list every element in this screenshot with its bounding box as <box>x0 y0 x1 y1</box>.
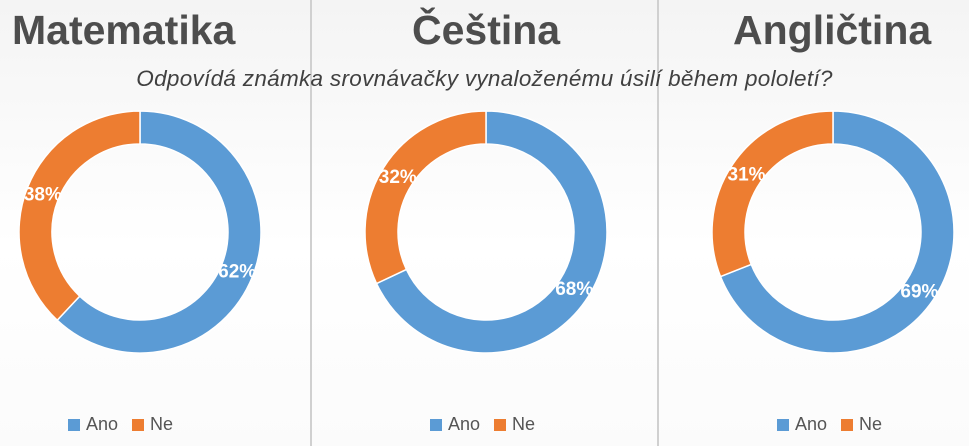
legend-swatch-ano <box>430 418 442 431</box>
chart-title-cestina: Čeština <box>412 7 561 53</box>
donut-slice-ne-1 <box>364 110 487 285</box>
donut-slice-ano-2 <box>719 110 955 354</box>
data-label-ano-0: 62% <box>218 261 256 282</box>
chart-title-matematika: Matematika <box>12 7 236 53</box>
legend-swatch-ne <box>494 418 507 431</box>
legend-label-ano: Ano <box>86 414 119 434</box>
legend-item-ne: Ne <box>841 414 882 435</box>
legend: Ano Ne <box>430 414 535 435</box>
legend: Ano Ne <box>777 414 882 435</box>
legend-label-ano: Ano <box>795 414 828 434</box>
data-label-ne-2: 31% <box>728 164 766 185</box>
legend-item-ano: Ano <box>430 414 480 435</box>
chart-panel-anglictina: Ano Ne <box>659 0 969 446</box>
donut-slice-ne-2 <box>711 110 834 278</box>
legend-label-ne: Ne <box>859 414 883 434</box>
legend-swatch-ne <box>132 418 145 431</box>
donut-slice-ano-1 <box>375 110 608 354</box>
legend-swatch-ano <box>68 418 80 431</box>
chart-subtitle: Odpovídá známka srovnávačky vynaloženému… <box>136 66 833 91</box>
chart-title-anglictina: Angličtina <box>733 7 932 53</box>
legend-label-ne: Ne <box>150 414 174 434</box>
legend-label-ne: Ne <box>512 414 536 434</box>
legend-label-ano: Ano <box>448 414 481 434</box>
legend-item-ano: Ano <box>68 414 118 435</box>
legend-item-ne: Ne <box>494 414 535 435</box>
legend-swatch-ano <box>777 418 789 431</box>
legend-item-ne: Ne <box>132 414 173 435</box>
legend-swatch-ne <box>841 418 854 431</box>
data-label-ne-0: 38% <box>24 185 62 206</box>
data-label-ano-2: 69% <box>900 282 938 303</box>
legend-item-ano: Ano <box>777 414 827 435</box>
data-label-ano-1: 68% <box>555 279 593 300</box>
data-label-ne-1: 32% <box>379 167 417 188</box>
donut-slice-ne-0 <box>18 110 141 322</box>
legend: Ano Ne <box>68 414 173 435</box>
donut-slice-ano-0 <box>56 110 262 354</box>
